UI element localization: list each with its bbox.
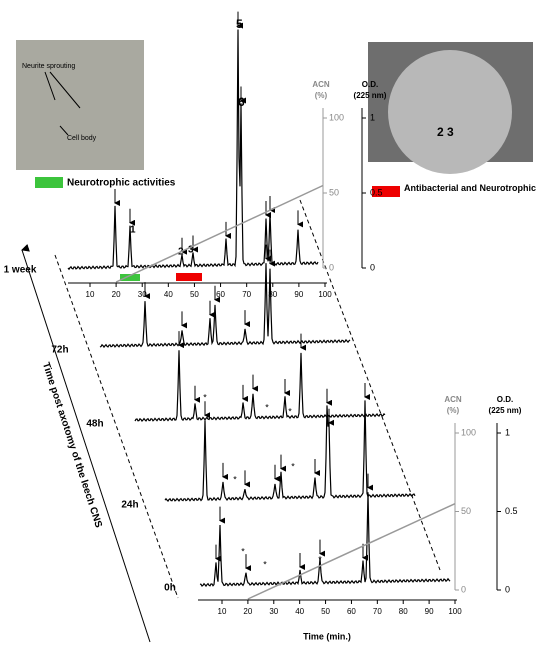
gradient-line bbox=[247, 502, 456, 600]
x-tick-label: 70 bbox=[242, 290, 251, 299]
trace-label: 24h bbox=[121, 500, 138, 511]
x-tick-label: 40 bbox=[164, 290, 173, 299]
od-tick-label: 0.5 bbox=[505, 506, 518, 516]
acn-title: (%) bbox=[447, 406, 460, 415]
cell-photo bbox=[16, 40, 144, 170]
acn-tick-label: 50 bbox=[329, 187, 339, 197]
acn-tick-label: 0 bbox=[329, 262, 334, 272]
x-tick-label: 60 bbox=[347, 607, 356, 616]
acn-title: ACN bbox=[444, 395, 462, 404]
od-tick-label: 1 bbox=[505, 427, 510, 437]
photo-label: Cell body bbox=[67, 135, 97, 142]
x-tick-label: 90 bbox=[425, 607, 434, 616]
asterisk: * bbox=[318, 554, 322, 564]
trace-label: 72h bbox=[51, 345, 68, 356]
photo-arrows bbox=[44, 71, 81, 136]
asterisk: * bbox=[241, 546, 245, 556]
x-tick-label: 90 bbox=[294, 290, 303, 299]
x-tick-label: 20 bbox=[243, 607, 252, 616]
asterisk: * bbox=[291, 461, 295, 471]
x-tick-label: 70 bbox=[373, 607, 382, 616]
photo-label: Neurite sprouting bbox=[22, 63, 75, 70]
x-tick-label: 60 bbox=[216, 290, 225, 299]
fraction-green bbox=[120, 274, 140, 281]
od-tick-label: 1 bbox=[370, 112, 375, 122]
asterisk: * bbox=[265, 402, 269, 412]
chromatogram bbox=[99, 263, 351, 349]
legend-red bbox=[372, 186, 400, 197]
x-tick-label: 80 bbox=[268, 290, 277, 299]
peak-label: 1 bbox=[130, 225, 136, 236]
chromatogram bbox=[199, 492, 451, 588]
acn-tick-label: 100 bbox=[329, 112, 344, 122]
legend-text: Antibacterial and Neurotrophic activitie… bbox=[404, 183, 537, 193]
x-tick-label: 10 bbox=[86, 290, 95, 299]
asterisk: * bbox=[233, 474, 237, 484]
x-tick-label: 50 bbox=[190, 290, 199, 299]
acn-title: ACN bbox=[312, 80, 330, 89]
depth-title: Time post axotomy of the leech CNS bbox=[40, 361, 104, 529]
depth-arrow bbox=[21, 244, 151, 643]
od-tick-label: 0.5 bbox=[370, 187, 383, 197]
chromatogram bbox=[164, 400, 416, 503]
peak-label: 3 bbox=[188, 245, 194, 256]
acn-tick-label: 0 bbox=[461, 584, 466, 594]
x-tick-label: 80 bbox=[399, 607, 408, 616]
od-tick-label: 0 bbox=[505, 584, 510, 594]
gradient-line bbox=[115, 184, 324, 283]
x-tick-label: 40 bbox=[295, 607, 304, 616]
trace-label: 1 week bbox=[4, 265, 37, 276]
x-title: Time (min.) bbox=[303, 631, 351, 641]
acn-tick-label: 50 bbox=[461, 506, 471, 516]
x-tick-label: 30 bbox=[269, 607, 278, 616]
chromatogram bbox=[134, 350, 386, 422]
acn-title: (%) bbox=[315, 91, 328, 100]
trace-label: 0h bbox=[164, 583, 176, 594]
od-title: O.D. bbox=[362, 80, 378, 89]
asterisk: * bbox=[263, 559, 267, 569]
x-tick-label: 100 bbox=[318, 290, 332, 299]
od-title: (225 nm) bbox=[354, 91, 387, 100]
peak-label: 5 bbox=[236, 17, 243, 31]
od-tick-label: 0 bbox=[370, 262, 375, 272]
legend-text: Antibacterial and Neurotrophic activitie… bbox=[404, 183, 537, 193]
x-tick-label: 10 bbox=[218, 607, 227, 616]
asterisk: * bbox=[203, 392, 207, 402]
asterisk: * bbox=[288, 406, 292, 416]
fraction-red bbox=[176, 273, 202, 281]
x-tick-label: 50 bbox=[321, 607, 330, 616]
legend-green bbox=[35, 177, 63, 188]
x-tick-label: 30 bbox=[138, 290, 147, 299]
acn-tick-label: 100 bbox=[461, 427, 476, 437]
od-title: O.D. bbox=[497, 395, 513, 404]
plate bbox=[388, 50, 512, 174]
legend-text: Neurotrophic activities bbox=[67, 178, 176, 189]
plate-label: 2 3 bbox=[437, 125, 454, 139]
od-title: (225 nm) bbox=[489, 406, 522, 415]
trace-label: 48h bbox=[86, 419, 103, 430]
x-tick-label: 20 bbox=[112, 290, 121, 299]
x-tick-label: 100 bbox=[448, 607, 462, 616]
